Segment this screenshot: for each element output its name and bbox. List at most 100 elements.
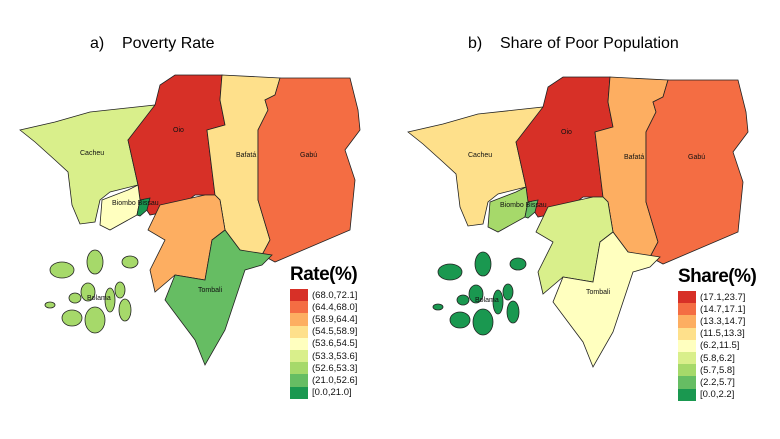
region-cacheu — [407, 106, 544, 227]
legend-item: (5.8,6.2] — [678, 351, 756, 365]
legend-label: [0.0,21.0] — [312, 387, 352, 399]
legend-label: (64.4,68.0] — [312, 301, 358, 313]
region-label-bafata: Bafatá — [236, 152, 256, 159]
legend-label: (5.7,5.8] — [700, 364, 735, 376]
legend-share: Share(%) (17.1,23.7] (14.7,17.1] (13.3,14.… — [678, 266, 757, 401]
legend-swatch — [290, 301, 308, 314]
legend-swatch — [290, 313, 308, 326]
legend-swatch — [678, 351, 696, 365]
region-label-bolama: Bolama — [87, 295, 111, 302]
legend-item: (54.5,58.9] — [290, 325, 358, 338]
legend-item: (68.0,72.1] — [290, 289, 358, 302]
legend-label: [0.0,2.2] — [700, 389, 735, 401]
region-label-cacheu: Cacheu — [468, 152, 492, 159]
legend-swatch — [678, 376, 696, 389]
region-bolama-island — [61, 309, 83, 327]
region-bolama-island — [80, 282, 96, 302]
legend-label: (13.3,14.7] — [700, 315, 746, 327]
legend-label: (6.2,11.5] — [700, 340, 740, 352]
legend-swatch — [290, 374, 308, 387]
region-bolama-island — [449, 311, 471, 329]
legend-swatch — [678, 315, 696, 328]
legend-item: [0.0,2.2] — [678, 388, 756, 401]
legend-swatch — [290, 349, 308, 363]
region-cacheu — [19, 104, 156, 225]
legend-item: (53.3,53.6] — [290, 349, 358, 363]
region-label-biombo: Biombo Bissau — [112, 200, 159, 207]
legend-label: (68.0,72.1] — [312, 289, 358, 301]
legend-item: (13.3,14.7] — [678, 315, 756, 328]
legend-item: [0.0,21.0] — [290, 386, 357, 399]
region-label-gabu: Gabú — [688, 154, 705, 161]
region-bolama-island — [104, 287, 116, 313]
region-label-bolama: Bolama — [475, 297, 499, 304]
region-tombali — [552, 231, 661, 368]
legend-label: (14.7,17.1] — [700, 303, 746, 315]
region-bolama-island — [468, 284, 484, 304]
legend-label: (53.6,54.5] — [312, 338, 358, 350]
region-bissau — [524, 199, 539, 219]
legend-swatch — [678, 291, 696, 304]
region-bissau — [136, 197, 151, 217]
region-bolama-island — [437, 263, 463, 281]
region-bolama-island — [121, 255, 139, 269]
region-bolama-island — [502, 283, 514, 301]
region-label-bafata: Bafatá — [624, 154, 644, 161]
share-map: Cacheu Oio Bafatá Gabú Biombo Bissau Bolama To… — [407, 76, 749, 368]
legend-item: (14.7,17.1] — [678, 303, 756, 316]
region-bolama-island — [456, 294, 470, 306]
legend-swatch — [678, 339, 696, 352]
legend-title: Rate(%) — [290, 264, 358, 285]
region-bolama-island — [49, 261, 75, 279]
legend-item: (17.1,23.7] — [678, 291, 756, 304]
legend-label: (52.6,53.3] — [312, 362, 358, 374]
region-gabu — [645, 79, 749, 265]
panel-b-title: b) Share of Poor Population — [468, 35, 679, 52]
region-tombali — [164, 229, 273, 366]
region-bolama-island — [472, 308, 494, 336]
legend-swatch — [290, 362, 308, 375]
legend-swatch — [290, 337, 308, 350]
region-label-tombali: Tombali — [586, 289, 611, 296]
legend-item: (6.2,11.5] — [678, 339, 756, 352]
region-label-oio: Oio — [173, 127, 184, 134]
legend-item: (21.0,52.6] — [290, 374, 358, 387]
legend-item: (64.4,68.0] — [290, 301, 358, 314]
region-bolama-island — [492, 289, 504, 315]
legend-item: (5.7,5.8] — [678, 364, 756, 377]
legend-label: (54.5,58.9] — [312, 326, 358, 338]
region-bolama-island — [432, 303, 444, 311]
legend-item: (53.6,54.5] — [290, 337, 358, 350]
region-bolama-island — [509, 257, 527, 271]
legend-item: (11.5,13.3] — [678, 327, 756, 340]
region-label-cacheu: Cacheu — [80, 150, 104, 157]
legend-title: Share(%) — [678, 266, 757, 287]
region-gabu — [257, 77, 361, 263]
region-bolama-island — [474, 251, 492, 277]
region-label-biombo: Biombo Bissau — [500, 202, 547, 209]
region-bolama-island — [84, 306, 106, 334]
rate-map: Cacheu Oio Bafatá Gabú Biombo Bissau Bolama To… — [19, 74, 361, 366]
legend-swatch — [290, 325, 308, 338]
legend-label: (53.3,53.6] — [312, 350, 358, 362]
legend-swatch — [678, 364, 696, 377]
legend-swatch — [678, 327, 696, 340]
region-bolama-island — [68, 292, 82, 304]
region-bolama-island — [86, 249, 104, 275]
legend-label: (21.0,52.6] — [312, 374, 358, 386]
region-bolama-island — [44, 301, 56, 309]
legend-item: (52.6,53.3] — [290, 362, 358, 375]
legend-item: (58.9,64.4] — [290, 313, 357, 326]
legend-swatch — [678, 388, 696, 401]
region-label-oio: Oio — [561, 129, 572, 136]
region-bolama-island — [118, 298, 132, 322]
region-bolama-island — [506, 300, 520, 324]
region-bolama-island — [114, 281, 126, 299]
legend-rate: Rate(%) (68.0,72.1] (64.4,68.0] (58.9,64.4… — [290, 264, 358, 399]
panel-a-title: a) Poverty Rate — [90, 35, 215, 52]
legend-label: (17.1,23.7] — [700, 291, 746, 303]
legend-label: (5.8,6.2] — [700, 352, 735, 364]
legend-swatch — [290, 289, 308, 302]
